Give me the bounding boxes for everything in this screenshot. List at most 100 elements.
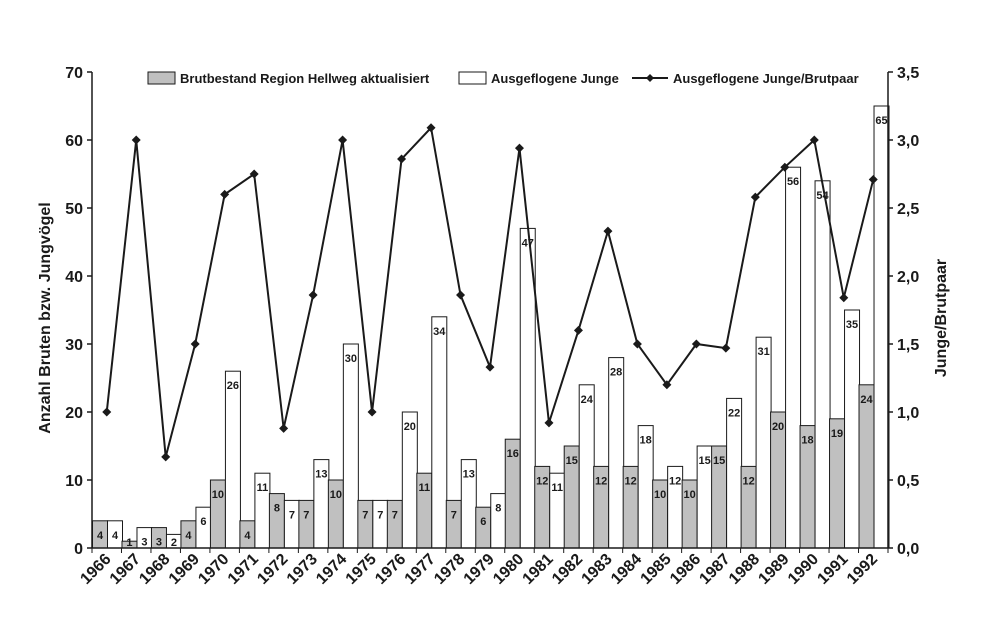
point-ratio xyxy=(249,169,259,179)
data-label-brutbestand: 1 xyxy=(126,537,132,549)
x-tick-label: 1984 xyxy=(608,551,645,588)
data-label-brutbestand: 19 xyxy=(831,428,843,440)
data-label-brutbestand: 24 xyxy=(860,394,873,406)
point-ratio xyxy=(308,290,318,300)
data-label-brutbestand: 20 xyxy=(772,421,784,433)
data-label-junge: 18 xyxy=(640,435,652,447)
bar-junge xyxy=(844,309,861,549)
y-tick-label: 50 xyxy=(65,201,83,218)
data-label-junge: 7 xyxy=(289,509,295,521)
x-tick-label: 1982 xyxy=(549,551,586,588)
legend-marker-ratio xyxy=(646,74,654,82)
data-label-junge: 7 xyxy=(377,509,383,521)
data-label-junge: 31 xyxy=(757,346,769,358)
point-ratio xyxy=(279,423,289,433)
data-label-junge: 6 xyxy=(200,516,206,528)
y-tick-label: 0 xyxy=(74,541,83,558)
data-label-brutbestand: 8 xyxy=(274,503,280,515)
x-tick-label: 1983 xyxy=(579,551,616,588)
y-tick-label: 30 xyxy=(65,337,83,354)
x-tick-label: 1986 xyxy=(667,551,704,588)
data-label-brutbestand: 15 xyxy=(566,455,578,467)
legend-label-ratio: Ausgeflogene Junge/Brutpaar xyxy=(673,71,859,86)
y2-tick-label: 2,0 xyxy=(897,269,919,286)
point-ratio xyxy=(544,418,554,428)
x-tick-label: 1992 xyxy=(844,551,881,588)
y-tick-label: 60 xyxy=(65,133,83,150)
y2-tick-label: 1,0 xyxy=(897,405,919,422)
point-ratio xyxy=(691,339,701,349)
data-label-brutbestand: 7 xyxy=(303,509,309,521)
legend-label-brutbestand: Brutbestand Region Hellweg aktualisiert xyxy=(180,71,430,86)
point-ratio xyxy=(809,135,819,145)
data-label-brutbestand: 7 xyxy=(362,509,368,521)
x-tick-label: 1978 xyxy=(431,551,468,588)
y-tick-label: 70 xyxy=(65,65,83,82)
x-tick-label: 1987 xyxy=(696,551,733,588)
data-label-junge: 15 xyxy=(699,455,711,467)
y2-tick-label: 2,5 xyxy=(897,201,919,218)
data-label-brutbestand: 11 xyxy=(418,482,430,494)
bar-junge xyxy=(873,105,890,549)
x-tick-label: 1989 xyxy=(755,551,792,588)
bar-junge xyxy=(372,499,389,549)
data-label-brutbestand: 10 xyxy=(684,489,696,501)
x-tick-label: 1968 xyxy=(136,551,173,588)
data-label-junge: 8 xyxy=(495,503,501,515)
data-label-junge: 26 xyxy=(227,380,239,392)
x-tick-label: 1973 xyxy=(284,551,321,588)
point-ratio xyxy=(426,123,436,133)
x-tick-label: 1967 xyxy=(107,551,144,588)
point-ratio xyxy=(603,226,613,236)
point-ratio xyxy=(397,154,407,164)
data-label-brutbestand: 7 xyxy=(392,509,398,521)
legend-label-junge: Ausgeflogene Junge xyxy=(491,71,619,86)
bar-junge xyxy=(431,316,448,549)
bar-brutbestand xyxy=(445,499,462,549)
data-label-junge: 13 xyxy=(315,469,327,481)
data-label-junge: 65 xyxy=(875,115,887,127)
data-label-junge: 22 xyxy=(728,407,740,419)
x-tick-label: 1988 xyxy=(726,551,763,588)
data-label-junge: 24 xyxy=(581,394,594,406)
data-label-brutbestand: 3 xyxy=(156,537,162,549)
data-label-brutbestand: 12 xyxy=(536,475,548,487)
line-layer xyxy=(102,123,878,462)
x-tick-label: 1970 xyxy=(195,551,232,588)
data-label-junge: 20 xyxy=(404,421,416,433)
bar-junge xyxy=(726,397,743,549)
point-ratio xyxy=(662,380,672,390)
bar-junge xyxy=(283,499,300,549)
y-tick-label: 40 xyxy=(65,269,83,286)
y2-tick-label: 3,0 xyxy=(897,133,919,150)
data-label-junge: 47 xyxy=(522,237,534,249)
data-label-brutbestand: 4 xyxy=(244,530,251,542)
y2-tick-label: 3,5 xyxy=(897,65,919,82)
data-label-brutbestand: 4 xyxy=(185,530,192,542)
point-ratio xyxy=(131,135,141,145)
data-label-brutbestand: 18 xyxy=(801,435,813,447)
data-label-junge: 4 xyxy=(112,530,119,542)
bar-junge xyxy=(578,384,595,549)
point-ratio xyxy=(780,162,790,172)
data-label-junge: 56 xyxy=(787,176,799,188)
point-ratio xyxy=(514,143,524,153)
x-tick-label: 1980 xyxy=(490,551,527,588)
bars-layer xyxy=(92,105,890,549)
data-label-brutbestand: 7 xyxy=(451,509,457,521)
bar-junge xyxy=(755,336,772,549)
y2-tick-label: 0,5 xyxy=(897,473,919,490)
data-label-brutbestand: 12 xyxy=(595,475,607,487)
data-label-brutbestand: 12 xyxy=(625,475,637,487)
x-tick-label: 1976 xyxy=(372,551,409,588)
data-label-brutbestand: 10 xyxy=(654,489,666,501)
point-ratio xyxy=(456,290,466,300)
y-tick-label: 20 xyxy=(65,405,83,422)
data-label-junge: 3 xyxy=(141,537,147,549)
x-tick-label: 1991 xyxy=(814,551,851,588)
y2-axis-title: Junge/Brutpaar xyxy=(933,259,950,377)
x-tick-label: 1985 xyxy=(638,551,675,588)
bar-junge xyxy=(342,343,359,549)
